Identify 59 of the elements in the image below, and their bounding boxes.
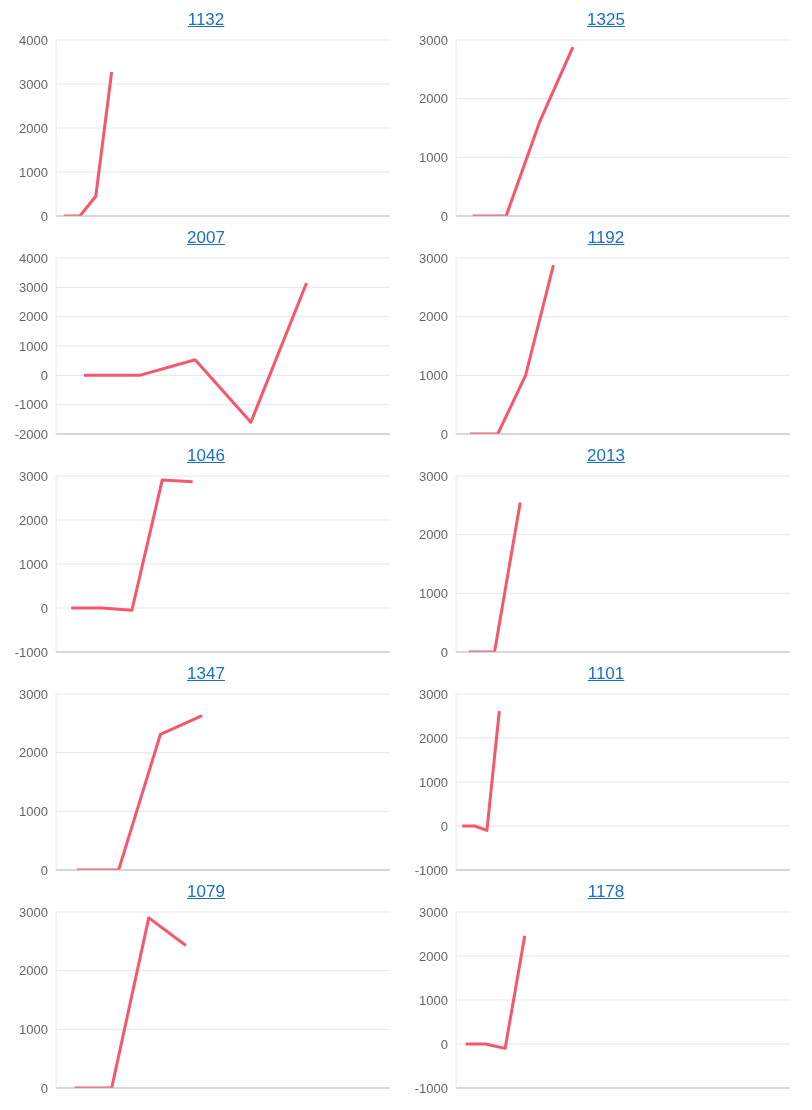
y-tick-label: 3000 [19, 468, 48, 484]
y-tick-label: 2000 [19, 963, 48, 979]
y-tick-label: 0 [40, 1080, 48, 1096]
y-tick-label: 2000 [19, 120, 48, 136]
y-tick-label: 0 [40, 862, 48, 878]
y-tick-label: 0 [440, 818, 448, 834]
y-tick-label: 1000 [19, 556, 48, 572]
y-tick-label: 3000 [19, 76, 48, 92]
chart-title: 1101 [586, 663, 626, 685]
y-tick-label: 1000 [19, 803, 48, 819]
chart-title: 1079 [186, 881, 226, 903]
chart-title: 2013 [586, 445, 626, 467]
y-tick-label: 3000 [419, 686, 448, 702]
y-tick-label: 1000 [419, 585, 448, 601]
y-tick-label: 0 [40, 600, 48, 616]
y-tick-label: 4000 [19, 32, 48, 48]
y-tick-label: 2000 [419, 91, 448, 107]
chart-title: 1178 [586, 881, 626, 903]
chart-title: 1046 [186, 445, 226, 467]
chart-title: 1132 [186, 9, 226, 31]
y-tick-label: 0 [440, 644, 448, 660]
y-tick-label: 0 [440, 426, 448, 442]
y-tick-label: 1000 [19, 338, 48, 354]
y-tick-label: 2000 [19, 512, 48, 528]
y-tick-label: -1000 [414, 1080, 448, 1096]
y-tick-label: 4000 [19, 250, 48, 266]
y-tick-label: 1000 [19, 1021, 48, 1037]
y-tick-label: 2000 [19, 309, 48, 325]
y-tick-label: 3000 [19, 279, 48, 295]
y-tick-label: 3000 [419, 904, 448, 920]
y-tick-label: -1000 [414, 862, 448, 878]
y-tick-label: 3000 [419, 250, 448, 266]
y-tick-label: 2000 [419, 948, 448, 964]
y-tick-label: -2000 [14, 426, 48, 442]
y-tick-label: 3000 [19, 904, 48, 920]
line-series [69, 478, 195, 612]
line-series [82, 281, 308, 424]
y-tick-label: 3000 [19, 686, 48, 702]
y-tick-label: 3000 [419, 32, 448, 48]
y-tick-label: 2000 [419, 527, 448, 543]
y-tick-label: 0 [440, 1036, 448, 1052]
y-tick-label: 3000 [419, 468, 448, 484]
y-tick-label: 1000 [419, 774, 448, 790]
y-tick-label: -1000 [14, 397, 48, 413]
y-tick-label: 1000 [19, 164, 48, 180]
chart-title: 1325 [586, 9, 626, 31]
chart-title: 2007 [186, 227, 226, 249]
chart-title: 1192 [586, 227, 626, 249]
y-tick-label: 1000 [419, 149, 448, 165]
chart-title: 1347 [186, 663, 226, 685]
y-tick-label: 1000 [419, 992, 448, 1008]
y-tick-label: 0 [40, 208, 48, 224]
y-tick-label: 2000 [419, 730, 448, 746]
y-tick-label: 0 [440, 208, 448, 224]
y-tick-label: 0 [40, 367, 48, 383]
y-tick-label: 2000 [19, 745, 48, 761]
y-tick-label: -1000 [14, 644, 48, 660]
y-tick-label: 1000 [419, 367, 448, 383]
y-tick-label: 2000 [419, 309, 448, 325]
